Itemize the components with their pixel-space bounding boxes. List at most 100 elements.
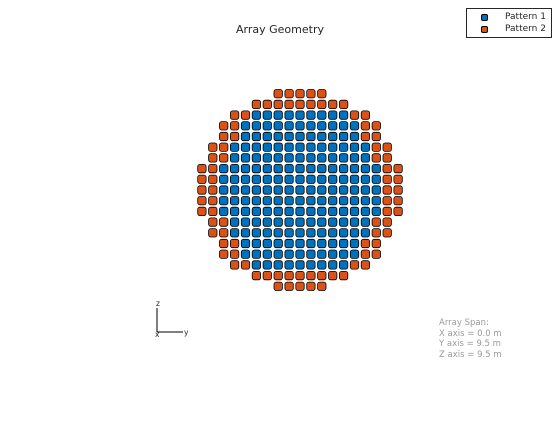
array-element-pattern-2	[382, 185, 392, 195]
array-element-pattern-2	[393, 163, 403, 174]
array-element-pattern-1	[262, 196, 272, 206]
array-element-pattern-1	[284, 174, 294, 184]
array-element-pattern-1	[262, 110, 272, 120]
array-element-pattern-1	[273, 228, 283, 238]
array-element-pattern-1	[306, 228, 316, 238]
array-element-pattern-1	[328, 153, 338, 163]
array-element-pattern-2	[382, 174, 392, 184]
array-element-pattern-2	[317, 270, 327, 281]
array-element-pattern-2	[219, 228, 229, 238]
array-element-pattern-1	[338, 249, 349, 259]
array-element-pattern-1	[295, 131, 305, 142]
array-element-pattern-1	[349, 196, 360, 206]
array-element-pattern-1	[240, 249, 251, 259]
array-element-pattern-2	[393, 196, 403, 206]
array-element-pattern-1	[273, 238, 283, 249]
array-element-pattern-1	[251, 249, 261, 259]
array-element-pattern-1	[262, 131, 272, 142]
array-element-pattern-2	[208, 196, 218, 206]
array-element-pattern-2	[240, 260, 251, 270]
array-element-pattern-1	[360, 142, 371, 152]
array-element-pattern-1	[262, 217, 272, 227]
array-element-pattern-2	[306, 270, 316, 281]
array-element-pattern-1	[317, 153, 327, 163]
array-element-pattern-1	[360, 217, 371, 227]
array-element-pattern-2	[284, 99, 294, 109]
triad-x-label: x	[155, 330, 160, 339]
array-element-pattern-2	[393, 185, 403, 195]
array-element-pattern-2	[284, 89, 294, 99]
array-element-pattern-1	[284, 121, 294, 131]
array-element-pattern-2	[251, 270, 261, 281]
array-element-pattern-2	[360, 110, 371, 120]
array-element-pattern-1	[240, 142, 251, 152]
array-element-pattern-2	[197, 206, 207, 216]
array-element-pattern-2	[229, 260, 240, 270]
array-element-pattern-1	[240, 185, 251, 195]
span-y: Y axis = 9.5 m	[439, 339, 501, 349]
array-element-pattern-1	[251, 174, 261, 184]
array-element-pattern-1	[317, 196, 327, 206]
array-element-pattern-1	[306, 260, 316, 270]
array-element-pattern-1	[295, 163, 305, 174]
legend[interactable]: Pattern 1 Pattern 2	[466, 8, 552, 38]
array-element-pattern-1	[338, 174, 349, 184]
array-element-pattern-2	[219, 153, 229, 163]
array-element-pattern-1	[284, 131, 294, 142]
array-element-pattern-1	[338, 196, 349, 206]
array-element-pattern-1	[273, 142, 283, 152]
array-element-pattern-2	[262, 270, 272, 281]
array-element-pattern-2	[208, 206, 218, 216]
array-element-pattern-2	[284, 281, 294, 291]
array-element-pattern-1	[295, 121, 305, 131]
array-element-pattern-1	[317, 110, 327, 120]
array-element-pattern-1	[219, 196, 229, 206]
array-element-pattern-2	[219, 121, 229, 131]
array-element-pattern-2	[229, 131, 240, 142]
array-element-pattern-2	[328, 270, 338, 281]
array-element-pattern-2	[208, 163, 218, 174]
array-element-pattern-1	[306, 121, 316, 131]
array-element-pattern-1	[240, 206, 251, 216]
array-element-pattern-1	[284, 163, 294, 174]
array-element-pattern-1	[295, 196, 305, 206]
array-element-pattern-1	[262, 174, 272, 184]
array-element-pattern-2	[197, 196, 207, 206]
array-element-pattern-2	[219, 217, 229, 227]
array-element-pattern-1	[262, 121, 272, 131]
array-element-pattern-1	[251, 206, 261, 216]
array-element-pattern-2	[273, 89, 283, 99]
array-element-pattern-2	[219, 142, 229, 152]
array-element-pattern-1	[251, 217, 261, 227]
array-element-pattern-1	[262, 228, 272, 238]
array-element-pattern-1	[229, 185, 240, 195]
array-element-pattern-1	[251, 131, 261, 142]
array-element-pattern-1	[371, 163, 381, 174]
array-element-pattern-1	[251, 185, 261, 195]
array-element-pattern-1	[273, 121, 283, 131]
array-element-pattern-2	[393, 206, 403, 216]
array-element-pattern-1	[317, 249, 327, 259]
array-element-pattern-2	[295, 281, 305, 291]
array-element-pattern-1	[338, 142, 349, 152]
array-element-pattern-2	[360, 131, 371, 142]
array-element-pattern-2	[208, 185, 218, 195]
array-element-pattern-2	[382, 153, 392, 163]
array-element-pattern-1	[349, 217, 360, 227]
array-element-pattern-2	[306, 281, 316, 291]
array-element-pattern-2	[371, 142, 381, 152]
array-element-pattern-2	[295, 270, 305, 281]
array-element-pattern-1	[273, 110, 283, 120]
array-element-pattern-1	[251, 260, 261, 270]
array-element-pattern-1	[338, 110, 349, 120]
array-element-pattern-1	[349, 206, 360, 216]
array-element-pattern-2	[197, 163, 207, 174]
array-element-pattern-1	[295, 260, 305, 270]
array-element-pattern-2	[208, 153, 218, 163]
array-element-pattern-1	[219, 174, 229, 184]
array-element-pattern-2	[273, 270, 283, 281]
array-element-pattern-1	[262, 163, 272, 174]
array-element-pattern-1	[306, 110, 316, 120]
array-element-pattern-1	[273, 196, 283, 206]
array-element-pattern-2	[208, 228, 218, 238]
